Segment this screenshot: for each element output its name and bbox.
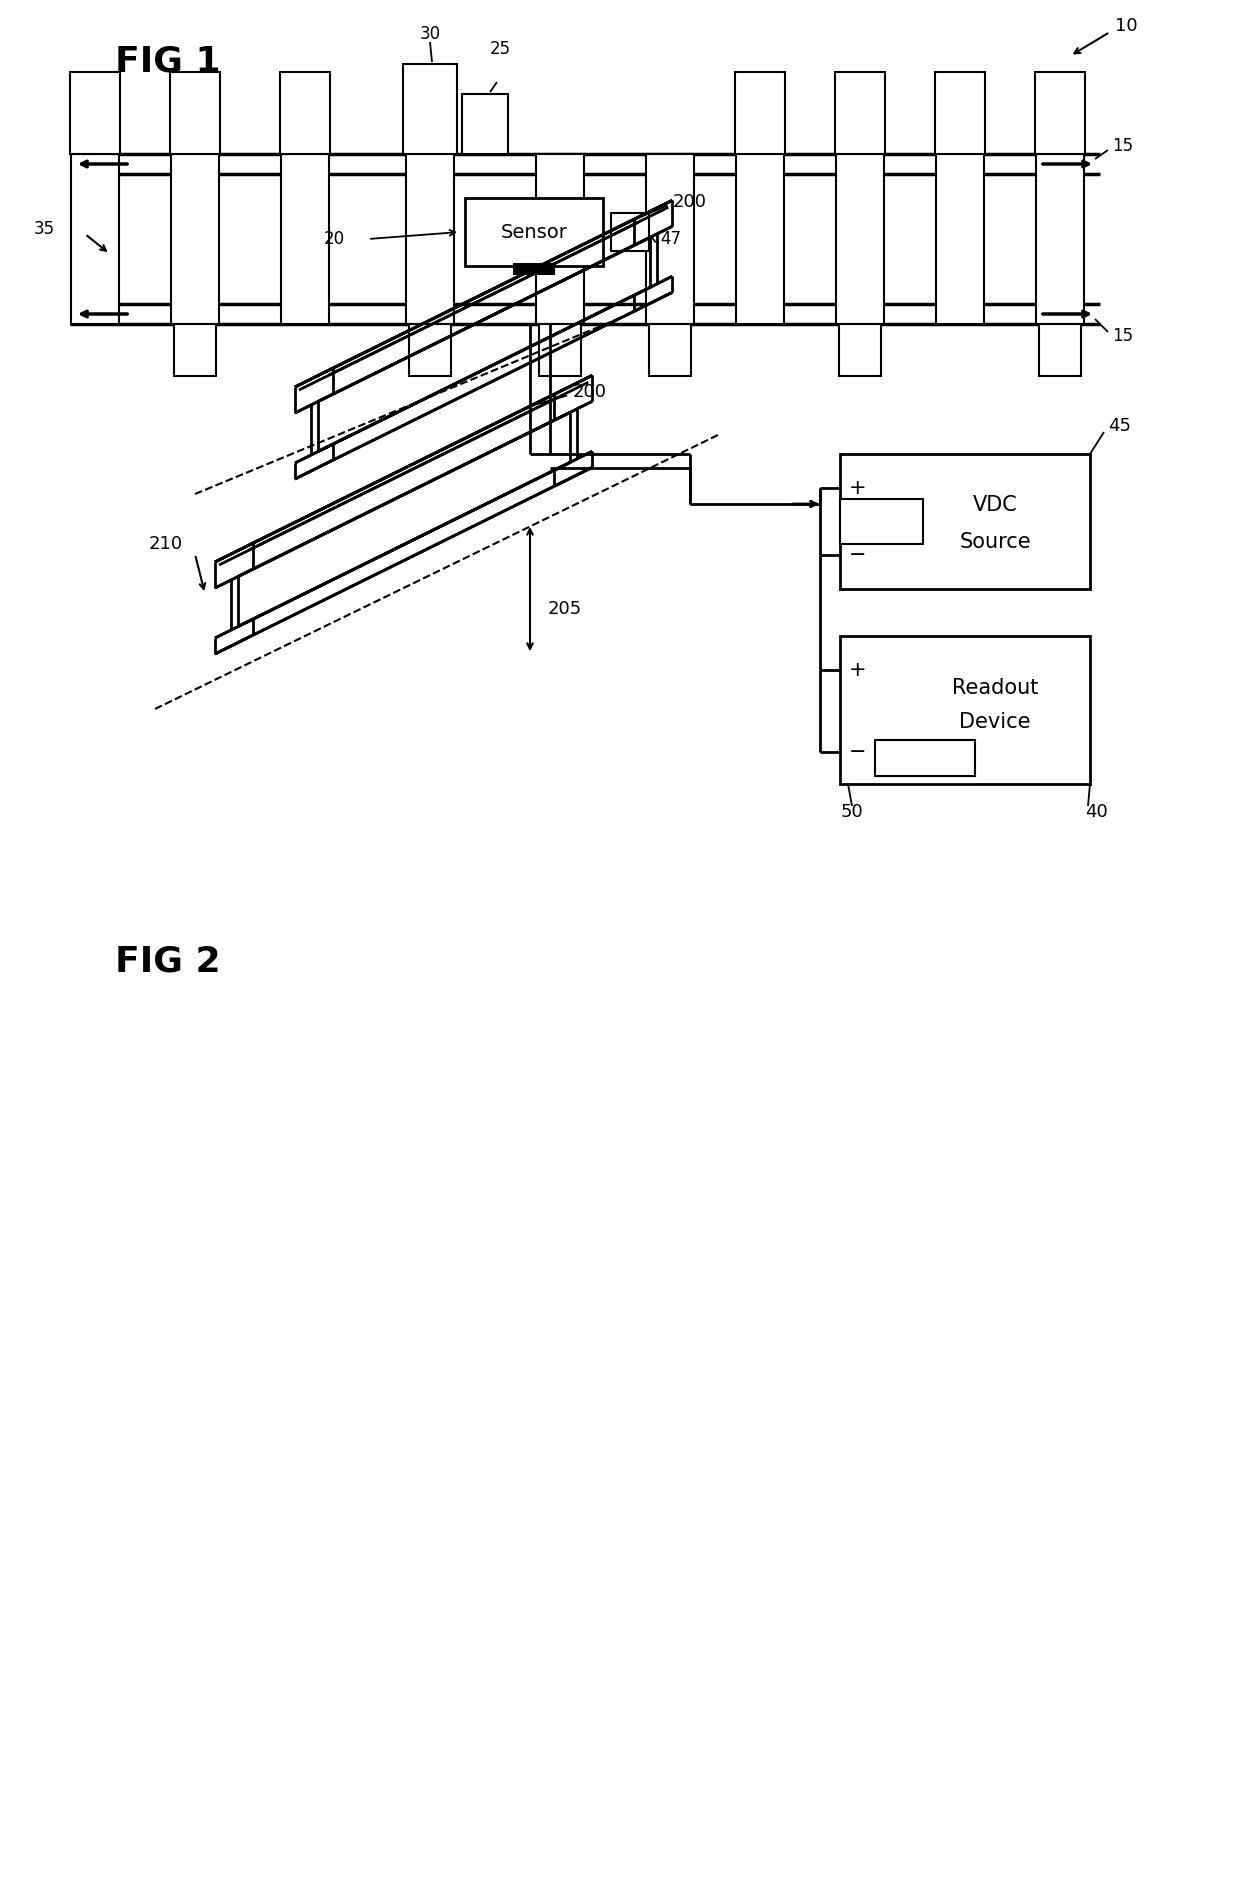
Bar bbox=[611, 213, 649, 251]
Text: 200: 200 bbox=[672, 194, 707, 211]
Bar bbox=[465, 198, 603, 266]
Bar bbox=[281, 154, 329, 324]
Bar bbox=[839, 637, 1090, 784]
Text: 20: 20 bbox=[324, 230, 345, 249]
Text: 10: 10 bbox=[1115, 17, 1137, 36]
Text: 205: 205 bbox=[548, 599, 583, 618]
Bar bbox=[71, 154, 119, 324]
Text: Readout: Readout bbox=[952, 678, 1038, 697]
Bar bbox=[936, 154, 985, 324]
Bar bbox=[69, 72, 120, 154]
Text: +: + bbox=[849, 479, 867, 497]
Bar bbox=[536, 154, 584, 324]
Text: +: + bbox=[849, 659, 867, 680]
Bar bbox=[836, 154, 884, 324]
Bar bbox=[170, 72, 219, 154]
Text: VDC: VDC bbox=[972, 495, 1017, 516]
Text: 47: 47 bbox=[660, 230, 681, 249]
Bar bbox=[515, 264, 554, 273]
Bar bbox=[405, 154, 454, 324]
Text: 50: 50 bbox=[841, 803, 863, 821]
Bar bbox=[463, 94, 508, 154]
Bar bbox=[1035, 72, 1085, 154]
Text: 25: 25 bbox=[490, 40, 511, 58]
Text: Source: Source bbox=[960, 531, 1030, 552]
Bar bbox=[280, 72, 330, 154]
Bar bbox=[835, 72, 885, 154]
Bar bbox=[875, 740, 975, 776]
Bar bbox=[403, 64, 458, 154]
Bar bbox=[839, 499, 923, 544]
Bar bbox=[171, 154, 219, 324]
Text: FIG 2: FIG 2 bbox=[115, 944, 221, 978]
Bar bbox=[409, 324, 451, 377]
Bar bbox=[646, 154, 694, 324]
Text: 35: 35 bbox=[33, 220, 55, 237]
Bar bbox=[839, 324, 880, 377]
Bar bbox=[1035, 154, 1084, 324]
Bar bbox=[737, 154, 784, 324]
Text: 30: 30 bbox=[419, 24, 440, 43]
Text: Sensor: Sensor bbox=[501, 222, 568, 241]
Text: 40: 40 bbox=[1085, 803, 1107, 821]
Text: 210: 210 bbox=[149, 535, 184, 554]
Text: 15: 15 bbox=[1112, 138, 1133, 154]
Text: −: − bbox=[849, 742, 867, 761]
Bar bbox=[649, 324, 691, 377]
Text: −: − bbox=[849, 544, 867, 565]
Text: 200: 200 bbox=[572, 384, 606, 401]
Bar bbox=[1039, 324, 1081, 377]
Bar bbox=[174, 324, 216, 377]
Text: Device: Device bbox=[960, 712, 1030, 731]
Bar bbox=[735, 72, 785, 154]
Text: FIG 1: FIG 1 bbox=[115, 43, 221, 77]
Text: 15: 15 bbox=[1112, 328, 1133, 345]
Bar bbox=[539, 324, 582, 377]
Bar bbox=[935, 72, 985, 154]
Bar bbox=[839, 454, 1090, 590]
Text: 45: 45 bbox=[1109, 416, 1131, 435]
